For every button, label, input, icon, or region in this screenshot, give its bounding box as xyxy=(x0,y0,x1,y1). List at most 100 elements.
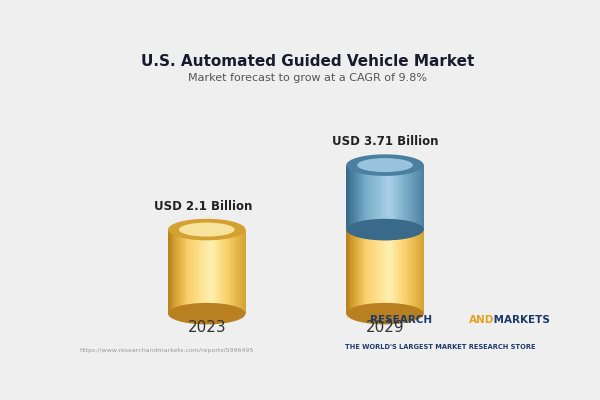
Bar xyxy=(363,165,364,230)
Bar xyxy=(199,230,200,314)
Bar xyxy=(419,230,420,314)
Bar xyxy=(382,230,384,314)
Bar xyxy=(363,230,364,314)
Bar xyxy=(380,230,381,314)
Bar xyxy=(361,165,362,230)
Bar xyxy=(354,230,355,314)
Bar xyxy=(208,230,209,314)
Bar xyxy=(415,165,416,230)
Bar xyxy=(347,165,349,230)
Bar xyxy=(419,165,420,230)
Bar xyxy=(367,165,368,230)
Bar xyxy=(364,230,366,314)
Bar xyxy=(361,230,362,314)
Bar xyxy=(386,230,388,314)
Bar xyxy=(417,230,419,314)
Bar xyxy=(200,230,202,314)
Text: 2029: 2029 xyxy=(365,320,404,335)
Bar xyxy=(372,230,374,314)
Bar xyxy=(384,230,385,314)
Bar xyxy=(355,165,357,230)
Bar xyxy=(401,165,402,230)
Bar xyxy=(190,230,191,314)
Bar xyxy=(404,230,406,314)
Bar xyxy=(176,230,177,314)
Bar xyxy=(398,230,400,314)
Text: Market forecast to grow at a CAGR of 9.8%: Market forecast to grow at a CAGR of 9.8… xyxy=(188,73,427,83)
Bar xyxy=(221,230,223,314)
Bar xyxy=(415,230,416,314)
Bar xyxy=(391,230,393,314)
Bar xyxy=(407,230,409,314)
Text: https://www.researchandmarkets.com/reports/5996495: https://www.researchandmarkets.com/repor… xyxy=(80,348,254,353)
Bar xyxy=(222,230,224,314)
Bar xyxy=(230,230,232,314)
Bar xyxy=(412,165,413,230)
Bar xyxy=(365,165,367,230)
Bar xyxy=(355,230,357,314)
Bar xyxy=(207,230,208,314)
Ellipse shape xyxy=(357,158,413,172)
Bar xyxy=(406,230,407,314)
Bar xyxy=(353,165,354,230)
Bar xyxy=(401,230,402,314)
Bar xyxy=(393,165,394,230)
Bar xyxy=(380,165,381,230)
Bar xyxy=(179,230,181,314)
Bar xyxy=(420,230,421,314)
Ellipse shape xyxy=(168,219,245,240)
Bar xyxy=(412,230,413,314)
Ellipse shape xyxy=(179,222,235,236)
Bar xyxy=(244,230,245,314)
Bar xyxy=(381,230,383,314)
Bar xyxy=(346,230,347,314)
Bar xyxy=(181,230,182,314)
Ellipse shape xyxy=(168,303,245,324)
Bar xyxy=(410,165,411,230)
Bar xyxy=(368,230,370,314)
Text: 2023: 2023 xyxy=(187,320,226,335)
Bar xyxy=(352,230,353,314)
Bar xyxy=(413,165,415,230)
Bar xyxy=(408,230,410,314)
Text: USD 2.1 Billion: USD 2.1 Billion xyxy=(154,200,252,213)
Bar xyxy=(394,165,395,230)
Ellipse shape xyxy=(346,219,424,240)
Bar xyxy=(410,230,411,314)
Bar xyxy=(226,230,227,314)
Bar xyxy=(203,230,205,314)
Bar xyxy=(356,230,358,314)
Bar xyxy=(389,230,391,314)
Bar xyxy=(358,165,359,230)
Bar xyxy=(379,165,380,230)
Text: MARKETS: MARKETS xyxy=(490,315,550,325)
Bar xyxy=(421,165,422,230)
Bar xyxy=(422,230,424,314)
Bar xyxy=(227,230,229,314)
Bar xyxy=(402,165,403,230)
Bar xyxy=(394,230,395,314)
Bar xyxy=(390,165,392,230)
Bar xyxy=(416,165,418,230)
Ellipse shape xyxy=(346,219,424,240)
Bar xyxy=(406,165,407,230)
Bar xyxy=(368,165,370,230)
Bar xyxy=(398,165,400,230)
Bar xyxy=(393,230,394,314)
Bar xyxy=(373,230,375,314)
Bar xyxy=(404,165,406,230)
Bar xyxy=(188,230,190,314)
Bar xyxy=(235,230,236,314)
Ellipse shape xyxy=(346,154,424,176)
Bar xyxy=(372,165,374,230)
Bar xyxy=(231,230,233,314)
Bar xyxy=(194,230,195,314)
Bar xyxy=(216,230,217,314)
Bar xyxy=(395,165,397,230)
Bar xyxy=(384,165,385,230)
Bar xyxy=(413,230,415,314)
Bar xyxy=(376,165,377,230)
Bar xyxy=(193,230,194,314)
Bar xyxy=(367,230,368,314)
Bar xyxy=(390,230,392,314)
